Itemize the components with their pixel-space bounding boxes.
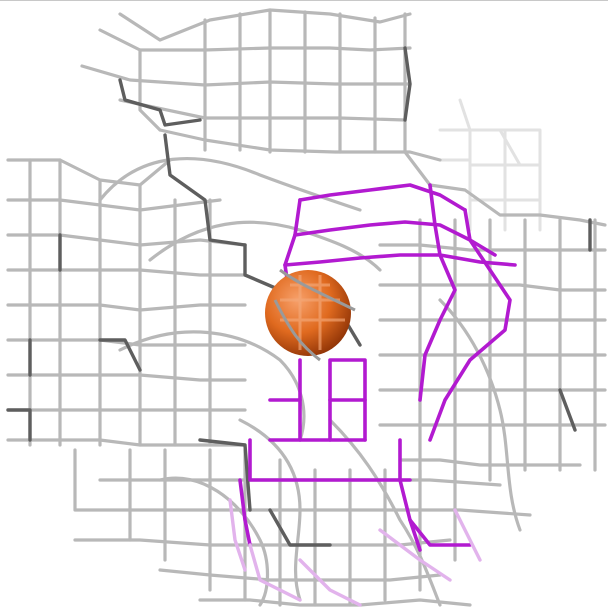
sphere-mesh-overlay <box>280 275 345 350</box>
metal-ion-sphere[interactable] <box>265 268 356 362</box>
viewer-top-border <box>0 0 608 6</box>
background-mesh-faint <box>438 98 542 232</box>
sphere-body <box>265 270 351 356</box>
density-mesh-dark <box>6 46 592 547</box>
density-mesh-magenta-faint <box>228 498 482 607</box>
sphere-foreground-strands <box>273 268 356 362</box>
